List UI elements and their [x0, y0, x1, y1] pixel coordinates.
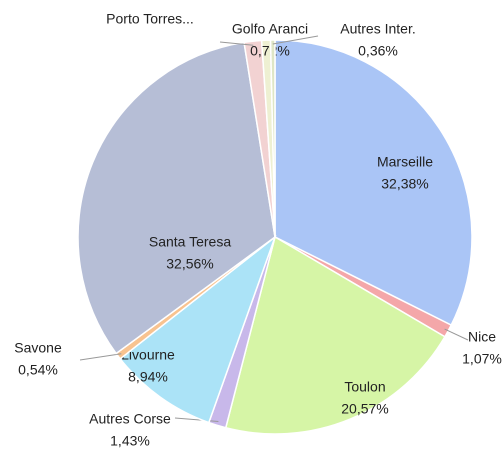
pie-slice — [224, 235, 446, 435]
slice-value: 32,56% — [166, 256, 213, 272]
leader-line — [219, 41, 254, 46]
slice-label: Toulon — [344, 379, 385, 395]
pie-slice — [274, 39, 473, 327]
slice-value: 8,94% — [128, 369, 168, 385]
leader-line — [272, 35, 319, 45]
slice-label: Livourne — [121, 347, 175, 363]
slice-value: 0,72% — [250, 43, 290, 59]
slice-value: 20,57% — [341, 401, 388, 417]
slice-label: Nice — [468, 329, 496, 345]
leader-line — [444, 328, 469, 341]
slice-label: Savone — [14, 340, 62, 356]
slice-label: Marseille — [377, 154, 433, 170]
slice-label: Autres Corse — [89, 411, 171, 427]
slice-value: 0,36% — [358, 43, 398, 59]
leader-line — [174, 417, 219, 423]
slice-label: Santa Teresa — [149, 234, 231, 250]
pie-slice — [119, 234, 277, 424]
slice-label: Autres Inter. — [340, 21, 415, 37]
slice-label: Porto Torres... — [106, 11, 194, 27]
leader-line — [79, 353, 122, 361]
pie-slice — [77, 41, 276, 355]
slice-label: Golfo Aranci — [232, 21, 308, 37]
slice-value: 0,54% — [18, 362, 58, 378]
slice-value: 32,38% — [381, 176, 428, 192]
slice-value: 1,07% — [462, 351, 502, 367]
slice-value: 1,43% — [110, 433, 150, 449]
pie-slice — [269, 39, 276, 238]
